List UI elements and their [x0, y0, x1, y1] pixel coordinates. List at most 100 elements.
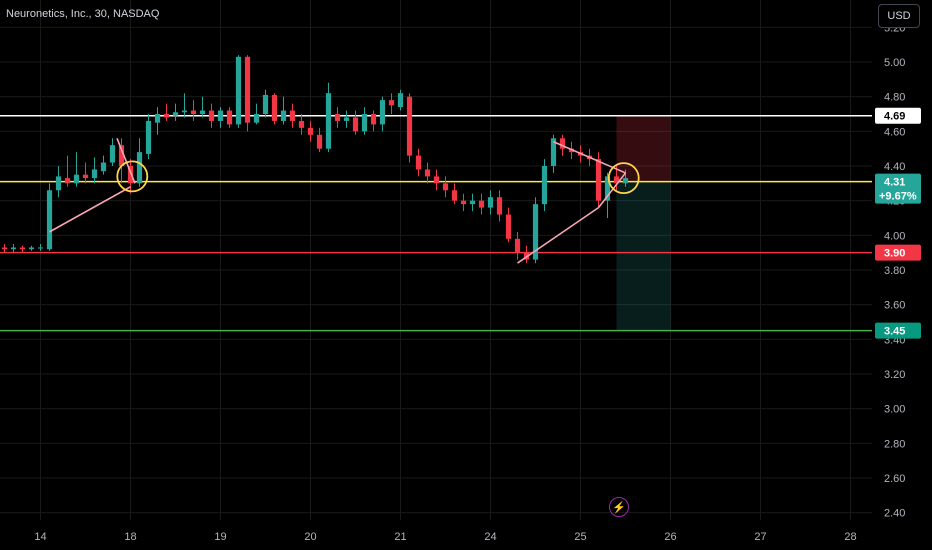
- candle-body: [19, 247, 26, 250]
- price-tag: [875, 173, 921, 204]
- candle-body: [280, 110, 287, 121]
- candle-body: [307, 127, 314, 135]
- x-tick-label: 27: [754, 531, 766, 543]
- candle-body: [64, 178, 71, 184]
- candle-body: [604, 176, 611, 201]
- candle-body: [532, 204, 539, 260]
- candle-body: [271, 94, 278, 121]
- y-tick-label: 2.80: [884, 438, 905, 450]
- candle-body: [388, 100, 395, 106]
- price-tag-label: 3.45: [884, 326, 905, 338]
- candle-body: [262, 94, 269, 114]
- price-tag-label: 4.69: [884, 111, 905, 123]
- candle-body: [289, 110, 296, 121]
- candle-body: [415, 155, 422, 170]
- candle-body: [316, 134, 323, 149]
- candle-body: [109, 145, 116, 163]
- candle-body: [469, 200, 476, 205]
- y-tick-label: 2.40: [884, 508, 905, 520]
- candle-body: [424, 169, 431, 177]
- candle-body: [505, 214, 512, 239]
- short-position-box[interactable]: [616, 115, 671, 331]
- y-tick-label: 2.60: [884, 473, 905, 485]
- candle-body: [406, 96, 413, 156]
- y-tick-label: 4.40: [884, 161, 905, 173]
- candle-body: [496, 197, 503, 215]
- candle-body: [46, 190, 53, 250]
- candle-body: [118, 145, 125, 166]
- candle-body: [460, 200, 467, 205]
- candle-body: [550, 138, 557, 166]
- highlight-circle: [607, 162, 640, 195]
- candle-body: [136, 152, 143, 184]
- candle-body: [253, 114, 260, 123]
- candle-body: [145, 120, 152, 154]
- candle-body: [82, 174, 89, 179]
- candle-body: [541, 166, 548, 205]
- lightning-bolt-icon[interactable]: ⚡: [609, 497, 629, 517]
- candle-body: [73, 174, 80, 184]
- candle-body: [172, 112, 179, 116]
- y-tick-label: 3.60: [884, 300, 905, 312]
- candle-body: [451, 190, 458, 201]
- candle-body: [226, 110, 233, 125]
- candle-body: [37, 247, 44, 249]
- x-tick-label: 24: [484, 531, 496, 543]
- candle-body: [595, 159, 602, 201]
- trend-line: [517, 206, 599, 264]
- candle-body: [127, 166, 134, 184]
- price-axis[interactable]: 5.205.004.804.604.404.204.003.803.603.40…: [884, 22, 905, 519]
- trend-line: [597, 172, 627, 209]
- price-change-label: +9.67%: [879, 191, 917, 203]
- candle-body: [397, 93, 404, 108]
- candle-body: [298, 120, 305, 128]
- candle-body: [154, 114, 161, 123]
- candle-body: [334, 114, 341, 121]
- candle-body: [208, 110, 215, 121]
- candle-body: [514, 238, 521, 253]
- candle-body: [181, 110, 188, 113]
- candle-body: [559, 138, 566, 149]
- candle-body: [352, 117, 359, 132]
- candle-body: [370, 114, 377, 125]
- x-tick-label: 21: [394, 531, 406, 543]
- y-tick-label: 4.60: [884, 126, 905, 138]
- y-tick-label: 5.00: [884, 57, 905, 69]
- candle-body: [199, 110, 206, 114]
- drawings[interactable]: [49, 137, 640, 264]
- candle-body: [442, 183, 449, 191]
- candle-body: [91, 169, 98, 179]
- price-tags: 4.69 4.31 +9.67% 3.90 3.45: [875, 107, 921, 339]
- time-axis[interactable]: 14 18 19 20 21 24 25 26 27 28: [34, 531, 856, 543]
- candle-body: [478, 200, 485, 208]
- chart-title: Neuronetics, Inc., 30, NASDAQ: [6, 8, 160, 20]
- x-tick-label: 28: [844, 531, 856, 543]
- x-tick-label: 25: [574, 531, 586, 543]
- price-tag: [875, 244, 921, 261]
- x-tick-label: 19: [214, 531, 226, 543]
- candles: [1, 55, 629, 264]
- candle-body: [28, 247, 35, 250]
- take-profit-zone: [616, 181, 671, 331]
- candle-body: [100, 162, 107, 172]
- price-tag-label: 4.31: [884, 177, 905, 189]
- candle-body: [433, 176, 440, 184]
- y-tick-label: 4.80: [884, 92, 905, 104]
- candle-body: [613, 176, 620, 184]
- candle-body: [10, 247, 17, 250]
- candle-body: [163, 114, 170, 118]
- y-tick-label: 3.80: [884, 265, 905, 277]
- candle-body: [379, 100, 386, 125]
- currency-button[interactable]: USD: [878, 4, 920, 28]
- candle-body: [487, 197, 494, 208]
- y-tick-label: 3.00: [884, 404, 905, 416]
- x-tick-label: 26: [664, 531, 676, 543]
- candle-body: [190, 110, 197, 114]
- price-tag: [875, 322, 921, 339]
- candle-body: [217, 110, 224, 121]
- price-tag: [875, 107, 921, 124]
- candle-body: [361, 114, 368, 132]
- price-tag-label: 3.90: [884, 248, 905, 260]
- candle-body: [235, 56, 242, 125]
